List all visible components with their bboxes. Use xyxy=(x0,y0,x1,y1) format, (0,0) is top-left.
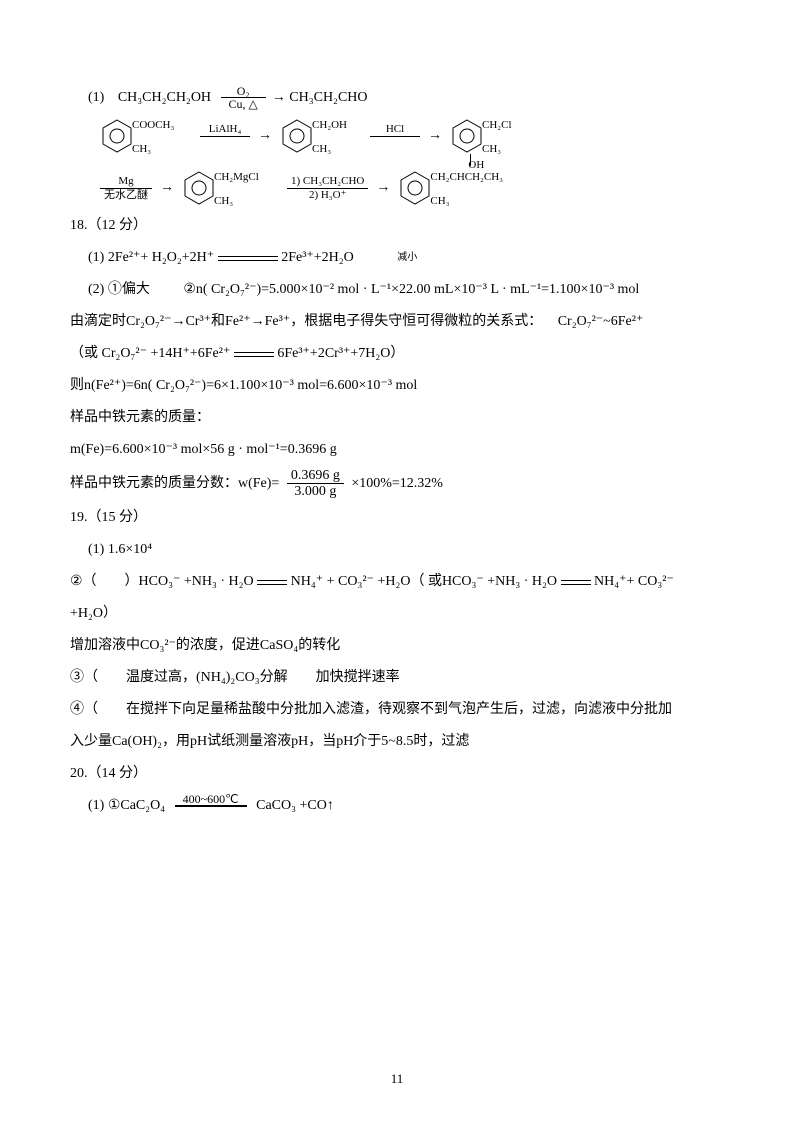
benzene-icon xyxy=(398,168,432,208)
frac-den: 3.000 g xyxy=(287,484,344,499)
eq1-bot: Cu, △ xyxy=(221,98,266,110)
g2-bot: CH₃ xyxy=(312,138,331,160)
g4-top: CH₂MgCl xyxy=(214,166,259,188)
q19-l6: 入少量Ca(OH)₂，用pH试纸测量溶液pH，当pH介于5~8.5时，过滤 xyxy=(70,728,724,756)
g5-top: CH₂CHCH₂CH₃ xyxy=(430,166,503,188)
q17-eq1-left: CH₃CH₂CH₂OH xyxy=(118,90,211,105)
q19-p2d: +H₂O） xyxy=(70,600,724,628)
g3-top: CH₂Cl xyxy=(482,114,512,136)
g4-bot: CH₃ xyxy=(214,190,233,212)
reagent-1: LiAlH₄ xyxy=(200,123,250,148)
g1-bot: CH₃ xyxy=(132,138,151,160)
q18-l5: m(Fe)=6.600×10⁻³ mol×56 g · mol⁻¹=0.3696… xyxy=(70,436,724,464)
reagent-3: Mg无水乙醚 xyxy=(100,175,152,200)
reagent-2: HCl xyxy=(370,123,420,148)
frac-num: 0.3696 g xyxy=(287,468,344,484)
benzene-icon xyxy=(280,116,314,156)
g1-top: COOCH₃ xyxy=(132,114,174,136)
benzene-icon xyxy=(100,116,134,156)
g5-bot: CH₃ xyxy=(430,190,449,212)
q18-l4: 样品中铁元素的质量： xyxy=(70,404,724,432)
benzene-icon xyxy=(450,116,484,156)
benzene-icon xyxy=(182,168,216,208)
fraction: 0.3696 g 3.000 g xyxy=(287,468,344,500)
g2-top: CH₂OH xyxy=(312,114,347,136)
benzene-row-1: COOCH₃ CH₃ LiAlH₄ → CH₂OH CH₃ HCl → CH₂C… xyxy=(100,116,724,156)
q18-p1-left: (1) 2Fe²⁺+ H₂O₂+2H⁺ xyxy=(88,250,214,265)
q20-p1b: CaCO₃ +CO↑ xyxy=(256,798,334,813)
q18-l2: （或 Cr₂O₇²⁻ +14H⁺+6Fe²⁺ 6Fe³⁺+2Cr³⁺+7H₂O） xyxy=(70,340,724,368)
q19-title: 19.（15 分） xyxy=(70,504,724,532)
q18-l3: 则n(Fe²⁺)=6n( Cr₂O₇²⁻)=6×1.100×10⁻³ mol=6… xyxy=(70,372,724,400)
q19-p1: (1) 1.6×10⁴ xyxy=(70,536,724,564)
q20-arrow: 400~600℃ xyxy=(175,793,247,819)
q18-p1: (1) 2Fe²⁺+ H₂O₂+2H⁺ 2Fe³⁺+2H₂O 减小 xyxy=(70,244,724,272)
q19-p2: ②（ ）HCO₃⁻ +NH₃ · H₂O NH₄⁺ + CO₃²⁻ +H₂O（ … xyxy=(70,568,724,596)
q17-eq1-arrow: O₂ Cu, △ xyxy=(221,85,266,110)
q18-l1: 由滴定时Cr₂O₇²⁻→Cr³⁺和Fe²⁺→Fe³⁺，根据电子得失守恒可得微粒的… xyxy=(70,308,724,336)
q18-l6a: 样品中铁元素的质量分数：w(Fe)= xyxy=(70,476,279,491)
q17-label1: (1) xyxy=(70,90,104,105)
q18-l6: 样品中铁元素的质量分数：w(Fe)= 0.3696 g 3.000 g ×100… xyxy=(70,468,724,500)
q17-eq1-row: (1) CH₃CH₂CH₂OH O₂ Cu, △ → CH₃CH₂CHO xyxy=(70,84,724,112)
page-number: 11 xyxy=(0,1066,794,1092)
q18-p2b: ②n( Cr₂O₇²⁻)=5.000×10⁻² mol · L⁻¹×22.00 … xyxy=(183,282,639,297)
q18-l6b: ×100%=12.32% xyxy=(351,476,443,491)
q20-p1a: (1) ①CaC₂O₄ xyxy=(88,798,165,813)
benzene-row-2: Mg无水乙醚→ CH₂MgCl CH₃ 1) CH₃CH₂CHO2) H₃O⁺→… xyxy=(100,168,724,208)
q20-title: 20.（14 分） xyxy=(70,760,724,788)
q19-l3: 增加溶液中CO₃²⁻的浓度，促进CaSO₄的转化 xyxy=(70,632,724,660)
q18-p2: (2) ①偏大 ②n( Cr₂O₇²⁻)=5.000×10⁻² mol · L⁻… xyxy=(70,276,724,304)
q18-p1-right: 2Fe³⁺+2H₂O xyxy=(281,250,354,265)
reagent-4: 1) CH₃CH₂CHO2) H₃O⁺ xyxy=(287,175,368,200)
g3-bot: CH₃ xyxy=(482,138,501,160)
q18-title: 18.（12 分） xyxy=(70,212,724,240)
q19-l5: ④（ 在搅拌下向足量稀盐酸中分批加入滤渣，待观察不到气泡产生后，过滤，向滤液中分… xyxy=(70,696,724,724)
q20-p1: (1) ①CaC₂O₄ 400~600℃ CaCO₃ +CO↑ xyxy=(70,792,724,820)
q19-l4: ③（ 温度过高，(NH₄)₂CO₃分解 加快搅拌速率 xyxy=(70,664,724,692)
q17-eq1-right: CH₃CH₂CHO xyxy=(289,90,367,105)
q18-p1-note: 减小 xyxy=(397,252,417,263)
q18-p2a: (2) ①偏大 xyxy=(88,282,150,297)
